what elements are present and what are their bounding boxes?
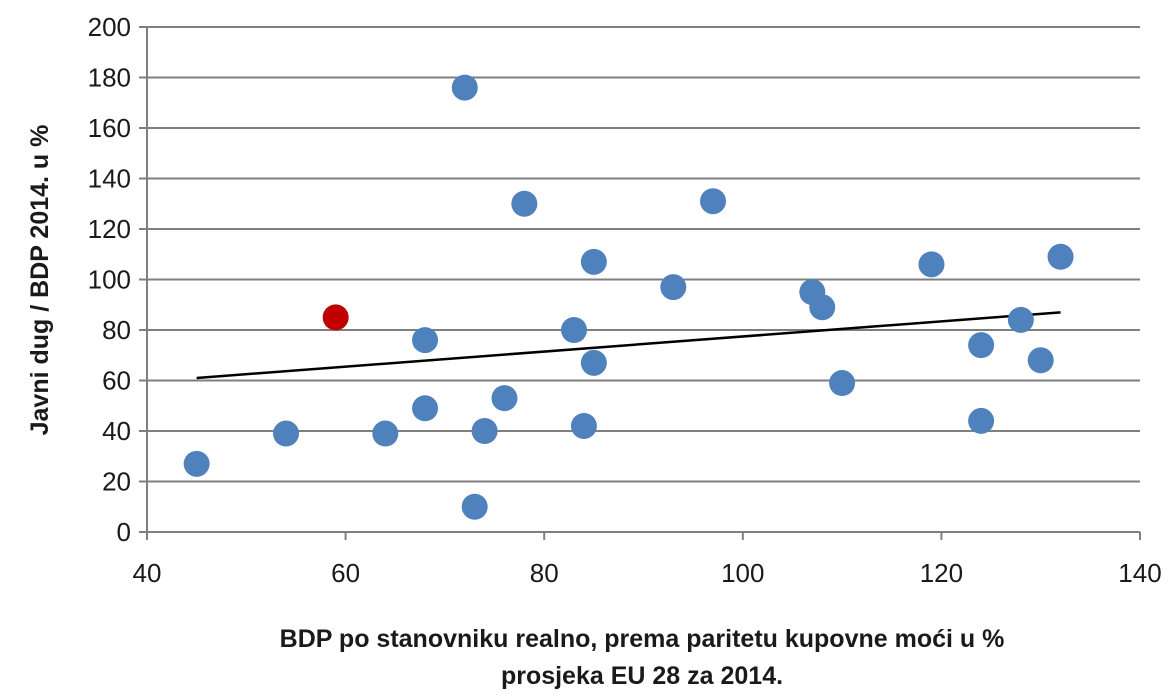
data-point — [372, 420, 399, 447]
y-axis-title: Javni dug / BDP 2014. u % — [26, 125, 54, 436]
data-point — [1027, 347, 1054, 374]
y-tick-label: 80 — [102, 315, 131, 345]
trendline-group — [196, 311, 1061, 380]
y-tick-label: 20 — [102, 467, 131, 497]
data-point — [471, 418, 498, 444]
x-tick-label: 80 — [530, 558, 559, 588]
data-point — [412, 327, 439, 354]
data-point — [580, 248, 607, 275]
trendline — [196, 311, 1061, 380]
gridlines — [147, 26, 1140, 483]
data-point — [968, 407, 995, 434]
data-point — [461, 493, 488, 520]
x-tick-label: 120 — [920, 558, 963, 588]
data-point — [809, 294, 836, 321]
y-tick-label: 100 — [88, 265, 131, 295]
y-tick-label: 40 — [102, 416, 131, 446]
data-point — [1047, 243, 1074, 270]
y-tick-label: 60 — [102, 366, 131, 396]
highlighted-data-point — [322, 304, 349, 331]
data-point — [451, 74, 478, 101]
y-tick-label: 120 — [88, 214, 131, 244]
data-point — [273, 420, 300, 447]
y-tick-label: 0 — [117, 517, 131, 547]
data-point — [511, 190, 538, 217]
data-point — [1007, 306, 1034, 333]
data-point — [918, 251, 945, 278]
data-point — [829, 370, 856, 397]
x-tick-label: 40 — [133, 558, 162, 588]
x-tick-label: 100 — [721, 558, 764, 588]
data-point — [412, 395, 439, 422]
data-points — [183, 74, 1074, 520]
x-axis-title-line2: prosjeka EU 28 za 2014. — [501, 662, 783, 690]
x-axis-title-line1: BDP po stanovniku realno, prema paritetu… — [280, 625, 1005, 653]
data-point — [580, 349, 607, 376]
y-tick-label: 200 — [88, 12, 131, 42]
axes — [139, 26, 1141, 540]
x-tick-label: 140 — [1118, 558, 1161, 588]
data-point — [968, 332, 995, 359]
data-point — [183, 450, 210, 477]
y-tick-label: 180 — [88, 63, 131, 93]
y-tick-label: 140 — [88, 164, 131, 194]
data-point — [570, 412, 597, 439]
data-point — [700, 188, 727, 215]
data-point — [560, 317, 587, 343]
y-tick-label: 160 — [88, 113, 131, 143]
data-point — [491, 385, 518, 412]
x-tick-label: 60 — [331, 558, 360, 588]
data-point — [660, 274, 687, 301]
tick-labels: 0 20 40 60 80 100 120 140 160 180 200 40 60 80 100 120 1… — [88, 12, 1162, 588]
